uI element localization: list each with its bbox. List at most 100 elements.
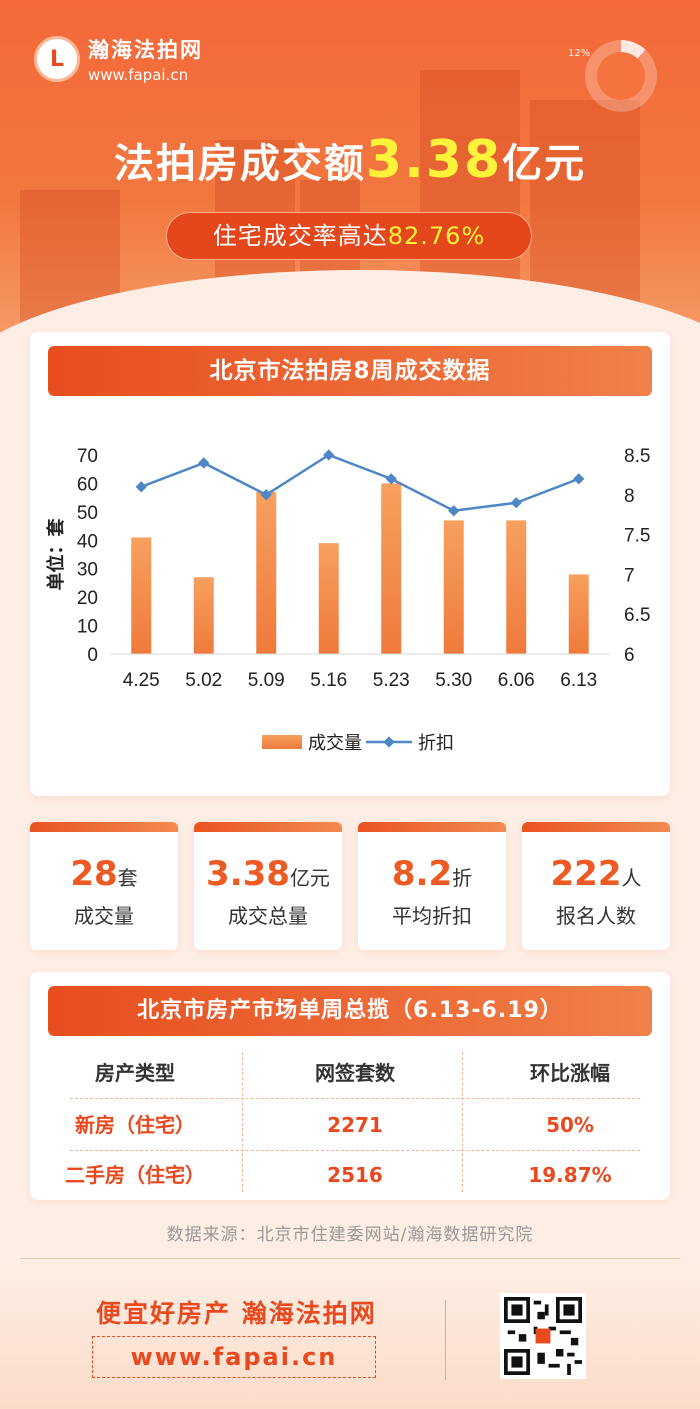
headline-suffix: 亿元 bbox=[502, 141, 587, 187]
footer-separator bbox=[445, 1300, 446, 1380]
table-header-cell: 网签套数 bbox=[315, 1061, 395, 1085]
x-tick-label: 6.13 bbox=[560, 670, 597, 691]
bar bbox=[256, 491, 277, 654]
table-cell: 二手房（住宅） bbox=[65, 1163, 205, 1187]
table-divider bbox=[242, 1052, 243, 1192]
donut-percent: 12% bbox=[568, 48, 591, 59]
y2-tick-label: 7.5 bbox=[624, 526, 650, 547]
y2-tick-label: 8 bbox=[624, 486, 635, 507]
y2-tick-label: 7 bbox=[624, 565, 635, 586]
line-point bbox=[198, 457, 210, 469]
x-tick-label: 6.06 bbox=[498, 670, 535, 691]
line-point bbox=[510, 497, 522, 509]
x-tick-label: 5.09 bbox=[248, 670, 285, 691]
stat-card-discount: 8.2折 平均折扣 bbox=[358, 822, 506, 950]
y2-tick-label: 6.5 bbox=[624, 605, 650, 626]
stat-label: 报名人数 bbox=[556, 904, 636, 928]
bar bbox=[381, 483, 402, 654]
y-tick-label: 20 bbox=[77, 588, 98, 609]
table-header-cell: 房产类型 bbox=[95, 1061, 175, 1085]
line-point bbox=[385, 473, 397, 485]
headline-value: 3.38 bbox=[365, 130, 503, 190]
line-point bbox=[323, 449, 335, 461]
y-tick-label: 60 bbox=[77, 474, 98, 495]
stat-value: 3.38 bbox=[206, 854, 290, 894]
series-line-discount bbox=[140, 453, 580, 513]
legend-label: 折扣 bbox=[418, 733, 454, 754]
stat-unit: 折 bbox=[452, 866, 473, 890]
bar bbox=[443, 520, 464, 654]
qr-code-icon[interactable] bbox=[500, 1293, 586, 1379]
line-point bbox=[260, 489, 272, 501]
footer-slogan: 便宜好房产 瀚海法拍网 bbox=[96, 1299, 377, 1328]
footer-site-link[interactable]: www.fapai.cn bbox=[92, 1336, 376, 1378]
bar bbox=[568, 574, 589, 654]
line-point bbox=[448, 505, 460, 517]
table-cell: 新房（住宅） bbox=[75, 1113, 195, 1137]
y-tick-label: 30 bbox=[77, 560, 98, 581]
legend-swatch-bar bbox=[262, 735, 302, 749]
stat-value: 8.2 bbox=[391, 854, 453, 894]
table-cell: 50% bbox=[546, 1113, 594, 1137]
y2-tick-label: 6 bbox=[624, 645, 635, 666]
brand-name: 瀚海法拍网 bbox=[88, 38, 203, 62]
market-title: 北京市房产市场单周总揽（6.13-6.19） bbox=[48, 986, 652, 1036]
stat-card-bar bbox=[358, 822, 506, 832]
table-row: 二手房（住宅） 2516 19.87% bbox=[30, 1150, 670, 1200]
x-tick-label: 5.30 bbox=[435, 670, 472, 691]
x-tick-label: 5.02 bbox=[185, 670, 222, 691]
y-tick-label: 10 bbox=[77, 617, 98, 638]
brand-url: www.fapai.cn bbox=[88, 66, 189, 84]
y2-tick-label: 8.5 bbox=[624, 446, 650, 467]
stat-card-volume: 28套 成交量 bbox=[30, 822, 178, 950]
y-axis-label: 单位：套 bbox=[45, 519, 67, 591]
data-source: 数据来源：北京市住建委网站/瀚海数据研究院 bbox=[166, 1225, 534, 1245]
hero-banner bbox=[0, 0, 700, 360]
stat-unit: 人 bbox=[621, 866, 642, 890]
rate-pill: 住宅成交率高达82.76% bbox=[166, 212, 532, 260]
table-divider bbox=[70, 1150, 640, 1151]
rate-pill-prefix: 住宅成交率高达 bbox=[212, 222, 388, 250]
table-header-row: 房产类型 网签套数 环比涨幅 bbox=[30, 1048, 670, 1098]
line-point bbox=[573, 473, 585, 485]
market-card: 北京市房产市场单周总揽（6.13-6.19） bbox=[30, 972, 670, 1200]
table-divider bbox=[70, 1098, 640, 1099]
line-point bbox=[135, 481, 147, 493]
table-divider bbox=[462, 1052, 463, 1192]
bar bbox=[131, 537, 152, 654]
bar bbox=[506, 520, 527, 654]
bar bbox=[193, 577, 214, 654]
y-tick-label: 50 bbox=[77, 503, 98, 524]
stat-unit: 套 bbox=[117, 866, 138, 890]
x-tick-label: 5.23 bbox=[373, 670, 410, 691]
y-tick-label: 70 bbox=[77, 446, 98, 467]
table-header-cell: 环比涨幅 bbox=[530, 1061, 610, 1085]
stat-card-bar bbox=[194, 822, 342, 832]
bar bbox=[318, 543, 339, 654]
chart-title: 北京市法拍房8周成交数据 bbox=[48, 346, 652, 396]
donut-chart-icon bbox=[585, 40, 657, 112]
stat-label: 平均折扣 bbox=[392, 904, 472, 928]
stat-label: 成交量 bbox=[74, 904, 134, 928]
legend-label: 成交量 bbox=[308, 733, 362, 754]
x-tick-label: 4.25 bbox=[123, 670, 160, 691]
footer-divider bbox=[20, 1258, 680, 1259]
stat-unit: 亿元 bbox=[289, 866, 330, 890]
table-cell: 2271 bbox=[327, 1113, 383, 1137]
stat-card-bar bbox=[30, 822, 178, 832]
y-tick-label: 0 bbox=[87, 645, 98, 666]
table-cell: 2516 bbox=[327, 1163, 383, 1187]
stat-label: 成交总量 bbox=[228, 904, 308, 928]
stat-value: 222 bbox=[550, 854, 622, 894]
headline-prefix: 法拍房成交额 bbox=[113, 141, 366, 187]
x-tick-label: 5.16 bbox=[310, 670, 347, 691]
brand-logo[interactable]: L 瀚海法拍网 www.fapai.cn bbox=[34, 34, 203, 84]
table-cell: 19.87% bbox=[528, 1163, 612, 1187]
stat-card-bar bbox=[522, 822, 670, 832]
logo-badge-icon: L bbox=[34, 36, 80, 82]
y-tick-label: 40 bbox=[77, 531, 98, 552]
stat-card-total: 3.38亿元 成交总量 bbox=[194, 822, 342, 950]
legend-swatch-point bbox=[383, 736, 395, 748]
stat-card-signups: 222人 报名人数 bbox=[522, 822, 670, 950]
